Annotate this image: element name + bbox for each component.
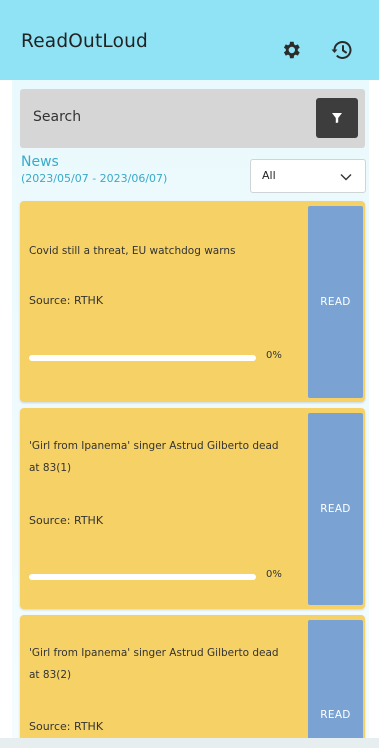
read-button-label: READ [320, 503, 351, 515]
app-header: ReadOutLoud [0, 0, 379, 80]
history-button[interactable] [328, 36, 356, 64]
card-source: Source: RTHK [29, 514, 104, 527]
chevron-down-icon [340, 174, 352, 181]
news-card: Covid still a threat, EU watchdog warns … [20, 201, 365, 402]
news-card: 'Girl from Ipanema' singer Astrud Gilber… [20, 615, 365, 748]
card-headline: 'Girl from Ipanema' singer Astrud Gilber… [29, 440, 279, 474]
history-icon [331, 41, 352, 59]
app-title: ReadOutLoud [21, 31, 148, 52]
gear-icon [283, 41, 300, 59]
filter-button[interactable] [316, 98, 358, 138]
progress-percent: 0% [266, 350, 282, 361]
settings-button[interactable] [277, 36, 305, 64]
card-source: Source: RTHK [29, 294, 104, 307]
read-button[interactable]: READ [308, 620, 363, 748]
read-button[interactable]: READ [308, 206, 363, 398]
category-select[interactable]: All [250, 159, 366, 193]
select-value: All [262, 169, 276, 182]
card-source: Source: RTHK [29, 720, 104, 733]
news-card: 'Girl from Ipanema' singer Astrud Gilber… [20, 408, 365, 609]
read-button-label: READ [320, 296, 351, 308]
progress-bar [29, 574, 256, 580]
card-headline: 'Girl from Ipanema' singer Astrud Gilber… [29, 647, 279, 681]
news-date-range: (2023/05/07 - 2023/06/07) [21, 172, 168, 185]
bottom-edge [0, 738, 379, 748]
search-label: Search [33, 109, 82, 125]
read-button[interactable]: READ [308, 413, 363, 605]
search-bar[interactable]: Search [20, 89, 365, 148]
news-heading: News [21, 154, 59, 170]
progress-percent: 0% [266, 569, 282, 580]
filter-icon [332, 113, 342, 123]
progress-bar [29, 355, 256, 361]
card-headline: Covid still a threat, EU watchdog warns [29, 245, 236, 257]
read-button-label: READ [320, 709, 351, 721]
